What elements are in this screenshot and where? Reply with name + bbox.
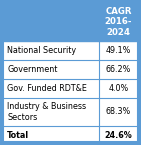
- Text: 4.0%: 4.0%: [108, 84, 129, 93]
- Text: National Security: National Security: [7, 46, 76, 55]
- Text: 68.3%: 68.3%: [106, 107, 131, 116]
- Text: Industry & Business
Sectors: Industry & Business Sectors: [7, 103, 86, 122]
- Text: Gov. Funded RDT&E: Gov. Funded RDT&E: [7, 84, 87, 93]
- Text: 24.6%: 24.6%: [105, 131, 132, 140]
- Text: 66.2%: 66.2%: [106, 65, 131, 74]
- Text: CAGR
2016-
2024: CAGR 2016- 2024: [105, 7, 132, 37]
- Bar: [99, 3, 138, 41]
- Text: 49.1%: 49.1%: [106, 46, 131, 55]
- Text: Government: Government: [7, 65, 57, 74]
- Text: Total: Total: [7, 131, 29, 140]
- Bar: [3, 41, 138, 142]
- Bar: [3, 3, 99, 41]
